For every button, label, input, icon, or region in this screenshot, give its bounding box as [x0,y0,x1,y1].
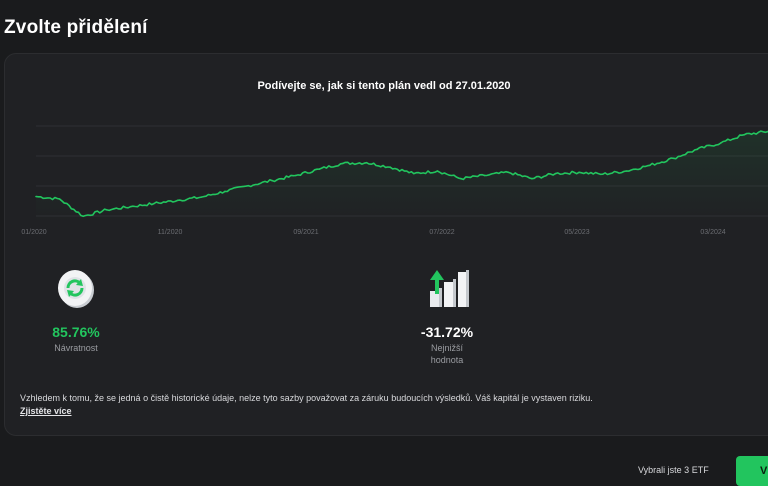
page-title: Zvolte přidělení [4,17,148,38]
chart-data-point [82,215,85,218]
chart-data-point [719,142,722,144]
x-tick-label: 01/2020 [21,229,46,236]
chart-data-point [153,202,155,205]
performance-card [4,53,768,436]
chart-data-point [58,198,61,200]
stat-return-label: Návratnost [54,343,98,353]
chart-data-point [271,179,273,182]
chart-data-point [460,177,462,180]
chart-data-point [554,172,557,175]
continue-button[interactable]: V [736,456,768,486]
selection-status: Vybrali jste 3 ETF [638,465,709,475]
chart-data-point [625,170,628,172]
chart-data-point [200,196,203,198]
chart-area-fill [36,131,768,222]
chart-data-point [483,174,486,177]
chart-data-point [365,161,368,164]
chart-data-point [294,174,297,177]
chart-data-point [531,177,533,180]
x-tick-label: 05/2023 [564,229,589,236]
chart-data-point [696,148,698,151]
stat-lowest-value: -31.72% [420,324,474,340]
x-tick-label: 09/2021 [293,229,318,236]
chart-title: Podívejte se, jak si tento plán vedl od … [257,80,511,92]
chart-data-point [743,133,746,136]
chart-data-point [601,173,604,175]
chart-data-point [649,164,651,167]
stat-lowest-label-line1: Nejnižší [430,343,463,353]
stat-return-value: 85.76% [52,324,100,340]
chart-data-point [436,170,439,172]
x-tick-label: 03/2024 [700,229,725,236]
chart-data-point [507,171,510,174]
stat-return: 85.76% Návratnost [40,268,112,354]
chart-data-point [129,205,132,208]
refresh-coin-icon [58,270,94,308]
chart-data-point [318,168,321,170]
chart-data-point [389,166,391,168]
chart-data-point [176,199,179,202]
chart-data-point [413,172,415,175]
bar-growth-icon [430,270,469,307]
chart-data-point [35,195,37,198]
performance-chart: 01/2020 11/2020 09/2021 07/2022 05/2023 03/20… [21,125,768,236]
chart-data-point [672,157,675,160]
chart-data-point [342,162,344,165]
x-tick-label: 11/2020 [158,229,183,236]
chart-data-point [224,190,226,193]
chart-data-point [106,209,108,211]
chart-data-point [247,184,250,187]
stat-lowest: -31.72% Nejnižší hodnota [410,266,484,366]
chart-line-series [35,130,768,218]
chart-data-point [578,171,580,174]
learn-more-link[interactable]: Zjistěte více [20,406,72,416]
stat-lowest-label-line2: hodnota [430,355,464,365]
disclaimer-text: Vzhledem k tomu, že se jedná o čistě his… [20,393,593,403]
x-tick-label: 07/2022 [429,229,454,236]
chart-x-ticks: 01/2020 11/2020 09/2021 07/2022 05/2023 03/20… [21,229,725,236]
